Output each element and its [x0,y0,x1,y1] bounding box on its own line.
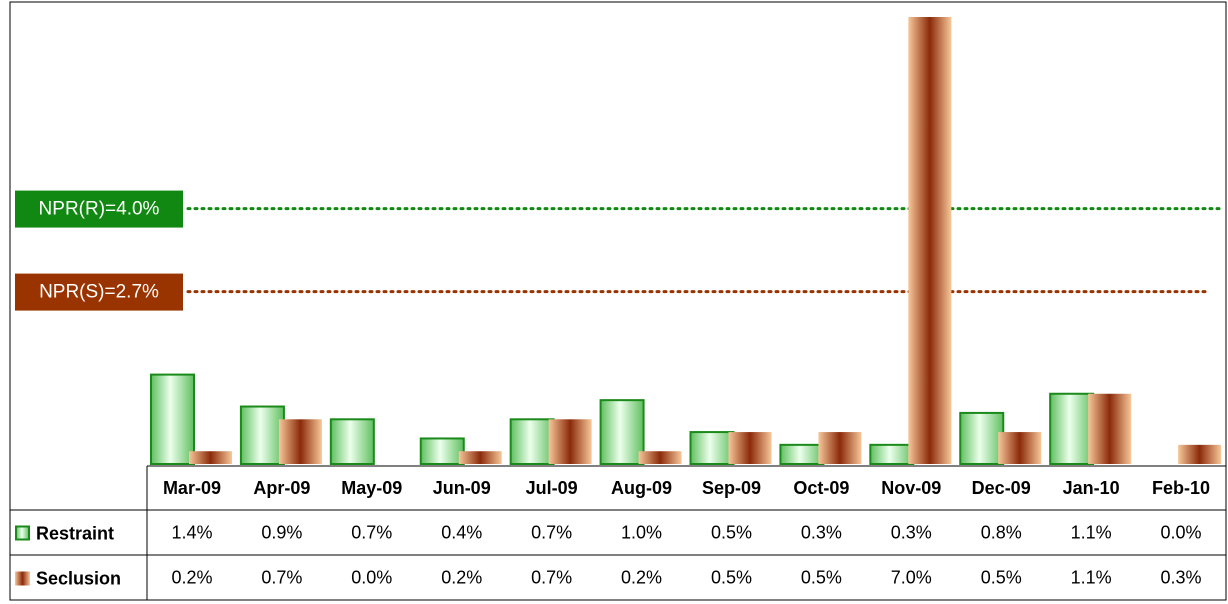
legend-icon [15,571,30,586]
reference-label: NPR(R)=4.0% [39,199,160,220]
bar [998,432,1042,464]
value-label: 1.4% [171,522,212,542]
bar [1178,444,1222,464]
bar [959,411,1005,465]
legend-label: Restraint [36,523,114,543]
value-label: 0.5% [801,567,842,587]
category-label: Apr-09 [253,478,310,498]
bar [239,405,285,465]
bar [638,451,682,464]
bar [150,373,195,466]
reference-label-box [15,273,183,311]
value-label: 0.2% [621,567,662,587]
value-label: 1.1% [1071,522,1112,542]
bar [779,443,825,466]
value-label: 0.7% [531,522,572,542]
bar [458,451,502,464]
category-label: Jul-09 [526,478,578,498]
value-label: 0.0% [351,567,392,587]
bar [818,432,862,464]
bar [689,431,735,466]
value-label: 0.5% [981,567,1022,587]
bar [599,399,645,465]
value-label: 0.9% [261,522,302,542]
bar [189,451,232,464]
value-label: 7.0% [891,567,932,587]
value-label: 0.5% [711,567,752,587]
value-label: 0.2% [441,567,482,587]
value-label: 0.2% [171,567,212,587]
category-label: Feb-10 [1152,478,1210,498]
category-label: Aug-09 [611,478,672,498]
bar [548,419,592,464]
value-label: 0.4% [441,522,482,542]
value-label: 1.0% [621,522,662,542]
reference-label: NPR(S)=2.7% [39,282,159,303]
chart-border [9,1,1227,601]
category-label: Jun-09 [433,478,491,498]
value-label: 0.3% [891,522,932,542]
value-label: 0.3% [1161,567,1202,587]
category-label: Nov-09 [881,478,941,498]
value-label: 0.5% [711,522,752,542]
bar [1088,393,1132,464]
bar [1049,392,1095,465]
bar [419,437,465,466]
value-label: 1.1% [1071,567,1112,587]
bar [908,17,952,464]
value-label: 0.3% [801,522,842,542]
category-label: Jan-10 [1063,478,1120,498]
bar [329,418,375,465]
category-label: Dec-09 [972,478,1031,498]
value-label: 0.7% [261,567,302,587]
legend-label: Seclusion [36,568,121,588]
category-label: Sep-09 [702,478,761,498]
value-label: 0.7% [531,567,572,587]
value-label: 0.8% [981,522,1022,542]
value-label: 0.7% [351,522,392,542]
bar [728,432,772,464]
value-label: 0.0% [1161,522,1202,542]
category-label: Oct-09 [793,478,849,498]
bar [869,443,915,466]
bar [509,418,555,465]
reference-label-box [15,190,183,228]
legend-icon [15,525,30,541]
category-label: May-09 [341,478,402,498]
category-label: Mar-09 [163,478,221,498]
bar [278,419,322,464]
